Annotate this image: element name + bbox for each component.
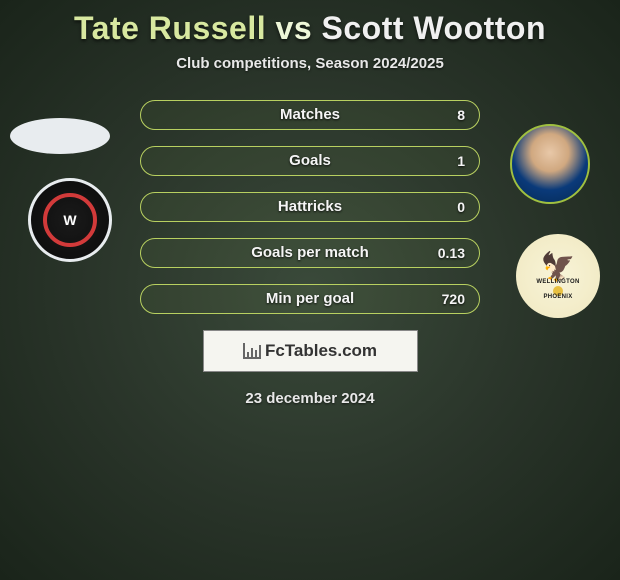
stat-label: Hattricks — [141, 193, 479, 221]
stats-container: Matches 8 Goals 1 Hattricks 0 Goals per … — [140, 100, 480, 314]
comparison-title: Tate Russell vs Scott Wootton — [0, 0, 620, 47]
stat-value-right: 0 — [457, 193, 465, 221]
stat-value-right: 8 — [457, 101, 465, 129]
stat-row-hattricks: Hattricks 0 — [140, 192, 480, 222]
generated-date: 23 december 2024 — [0, 390, 620, 407]
crest-initials: W — [63, 212, 76, 228]
stat-value-right: 1 — [457, 147, 465, 175]
title-vs: vs — [276, 10, 313, 46]
title-player1: Tate Russell — [74, 10, 266, 46]
chart-icon — [243, 343, 261, 359]
crest-text-bottom: PHOENIX — [543, 294, 572, 300]
title-player2: Scott Wootton — [322, 10, 547, 46]
player2-photo — [510, 124, 590, 204]
subtitle: Club competitions, Season 2024/2025 — [0, 55, 620, 72]
stat-row-matches: Matches 8 — [140, 100, 480, 130]
stat-row-goals-per-match: Goals per match 0.13 — [140, 238, 480, 268]
wsw-crest-icon: W — [43, 193, 97, 247]
stat-label: Goals per match — [141, 239, 479, 267]
brand-box[interactable]: FcTables.com — [203, 330, 418, 372]
eagle-icon: 🦅 — [541, 253, 576, 281]
stat-value-right: 0.13 — [438, 239, 465, 267]
stat-row-goals: Goals 1 — [140, 146, 480, 176]
player1-club-crest: W — [28, 178, 112, 262]
stat-label: Matches — [141, 101, 479, 129]
brand-text: FcTables.com — [265, 341, 377, 361]
stat-value-right: 720 — [442, 285, 465, 313]
stat-label: Goals — [141, 147, 479, 175]
player2-club-crest: 🦅 WELLINGTON PHOENIX — [516, 234, 600, 318]
stat-row-min-per-goal: Min per goal 720 — [140, 284, 480, 314]
crest-text-top: WELLINGTON — [536, 279, 579, 285]
player1-photo — [10, 118, 110, 154]
stat-label: Min per goal — [141, 285, 479, 313]
